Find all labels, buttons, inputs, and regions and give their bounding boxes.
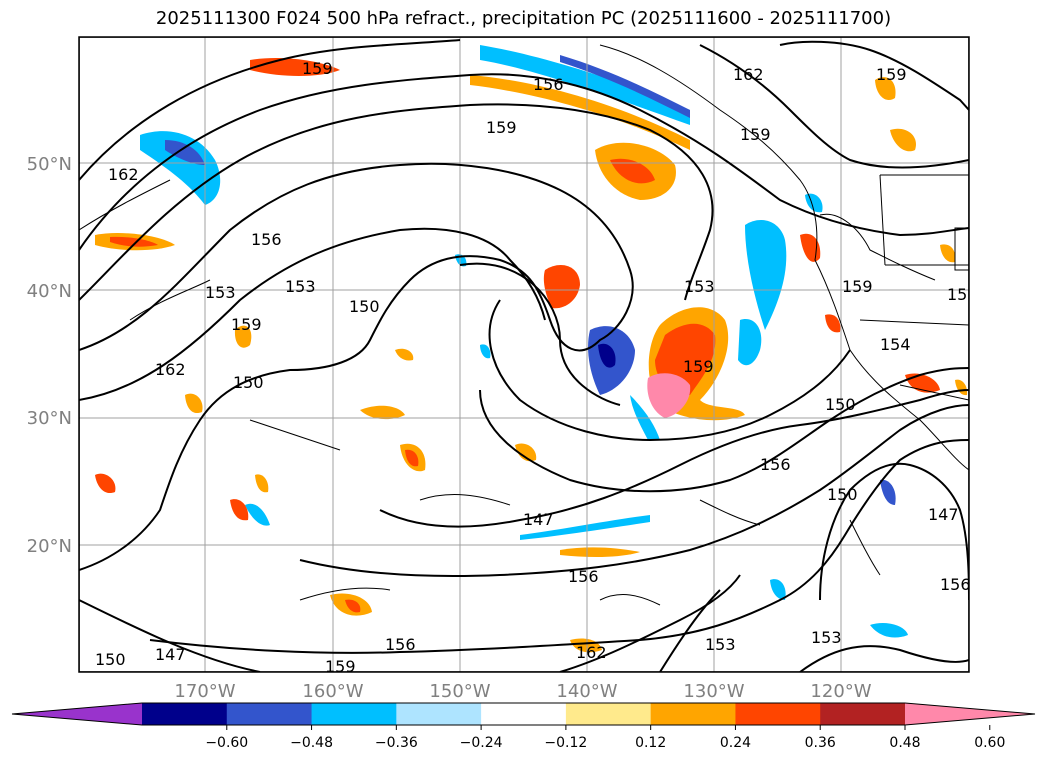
contour-label: 159 <box>683 357 714 376</box>
contour-label: 150 <box>827 485 858 504</box>
lat-label-50n: 50°N <box>27 154 72 175</box>
colorbar-segment <box>142 703 228 725</box>
lat-label-20n: 20°N <box>27 536 72 557</box>
contour-label: 150 <box>349 297 380 316</box>
contour-label: 156 <box>533 75 564 94</box>
coastlines <box>599 44 969 471</box>
longitude-labels: 170°W 160°W 150°W 140°W 130°W 120°W <box>174 681 871 702</box>
contour-label: 156 <box>760 455 791 474</box>
contour-label: 150 <box>233 373 264 392</box>
contour-labels: 159 156 159 162 159 162 156 153 153 150 … <box>95 59 978 676</box>
contour-label: 153 <box>205 283 236 302</box>
map-plot-area: 159 156 159 162 159 162 156 153 153 150 … <box>79 37 978 676</box>
colorbar-tick-label: −0.48 <box>290 735 333 751</box>
map-title: 2025111300 F024 500 hPa refract., precip… <box>155 8 892 29</box>
lon-label-150w: 150°W <box>429 681 490 702</box>
lon-label-120w: 120°W <box>810 681 871 702</box>
lon-label-170w: 170°W <box>174 681 235 702</box>
contour-label: 159 <box>302 59 333 78</box>
colorbar-segment <box>481 703 567 725</box>
contour-label: 159 <box>231 315 262 334</box>
contour-label: 153 <box>285 277 316 296</box>
contour-label: 150 <box>947 285 978 304</box>
colorbar-tick-label: 0.60 <box>974 735 1005 751</box>
contour-label: 159 <box>486 118 517 137</box>
lon-label-130w: 130°W <box>683 681 744 702</box>
colorbar-tick-label: −0.12 <box>544 735 587 751</box>
colorbar-tick-label: −0.60 <box>205 735 248 751</box>
thin-contours <box>79 179 881 606</box>
latitude-labels: 50°N 40°N 30°N 20°N <box>27 154 72 557</box>
colorbar-outline <box>11 702 1036 726</box>
colorbar-tick-label: −0.36 <box>375 735 418 751</box>
contour-label: 147 <box>155 645 186 664</box>
colorbar: −0.60 −0.48 −0.36 −0.24 −0.12 0.12 0.24 0.36 0.4… <box>11 702 1036 751</box>
contour-label: 156 <box>385 635 416 654</box>
colorbar-extend-high <box>905 703 1035 725</box>
colorbar-segment <box>311 703 397 725</box>
lon-label-160w: 160°W <box>302 681 363 702</box>
colorbar-extend-low <box>12 703 142 725</box>
height-contours <box>79 39 969 672</box>
contour-label: 162 <box>108 165 139 184</box>
contour-label: 156 <box>251 230 282 249</box>
graticule <box>79 37 969 672</box>
contour-label: 156 <box>940 575 971 594</box>
lat-label-30n: 30°N <box>27 408 72 429</box>
contour-label: 156 <box>568 567 599 586</box>
contour-label: 162 <box>576 643 607 662</box>
colorbar-tick-label: 0.48 <box>889 735 920 751</box>
colorbar-segment <box>735 703 821 725</box>
contour-label: 159 <box>842 277 873 296</box>
contour-label: 162 <box>733 65 764 84</box>
contour-label: 153 <box>705 635 736 654</box>
positive-shading <box>95 58 968 653</box>
colorbar-segment <box>820 703 906 725</box>
colorbar-tick-label: −0.24 <box>460 735 503 751</box>
contour-label: 147 <box>523 510 554 529</box>
contour-label: 150 <box>825 395 856 414</box>
colorbar-segment <box>226 703 313 725</box>
contour-label: 150 <box>95 650 126 669</box>
contour-label: 159 <box>876 65 907 84</box>
contour-label: 153 <box>811 628 842 647</box>
map-frame <box>78 36 970 673</box>
contour-label: 159 <box>325 657 356 676</box>
lon-label-140w: 140°W <box>556 681 617 702</box>
contour-label: 162 <box>155 360 186 379</box>
contour-label: 153 <box>684 277 715 296</box>
colorbar-tick-label: 0.36 <box>805 735 836 751</box>
colorbar-segment <box>396 703 482 725</box>
colorbar-tick-label: 0.24 <box>720 735 751 751</box>
contour-label: 147 <box>928 505 959 524</box>
colorbar-segment <box>565 703 652 725</box>
lat-label-40n: 40°N <box>27 281 72 302</box>
contour-label: 154 <box>880 335 911 354</box>
colorbar-segment <box>650 703 736 725</box>
contour-label: 159 <box>740 125 771 144</box>
colorbar-tick-label: 0.12 <box>635 735 666 751</box>
